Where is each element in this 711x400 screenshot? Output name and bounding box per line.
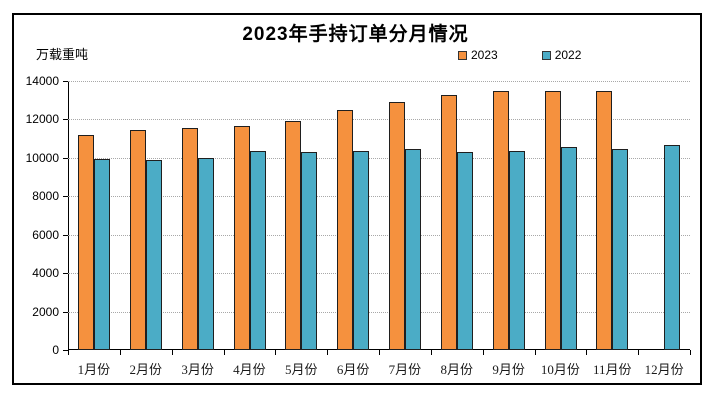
bar-2023-6月份	[337, 109, 354, 350]
category-group-4月份	[224, 81, 276, 350]
y-axis-unit-label: 万载重吨	[36, 47, 89, 62]
x-axis-label-9月份: 9月份	[492, 362, 525, 377]
bar-2022-10月份	[560, 147, 577, 350]
legend: 2023 2022	[458, 48, 581, 62]
legend-item-2022: 2022	[541, 48, 582, 62]
x-axis-label-4月份: 4月份	[233, 362, 266, 377]
y-axis-label: 8000	[32, 189, 59, 204]
y-axis-label: 2000	[32, 304, 59, 319]
gridline-4000	[68, 273, 690, 275]
category-group-6月份	[327, 81, 379, 350]
bar-2023-7月份	[389, 102, 405, 350]
bar-2023-2月份	[129, 129, 146, 350]
gridline-10000	[68, 157, 690, 159]
bar-2022-5月份	[301, 152, 318, 350]
x-axis-label-7月份: 7月份	[388, 362, 422, 377]
y-axis-tick	[63, 234, 68, 236]
x-axis-tick	[119, 350, 121, 355]
x-axis-tick	[275, 350, 277, 355]
gridline-14000	[68, 81, 690, 82]
bar-2022-7月份	[405, 149, 421, 350]
legend-item-2023: 2023	[458, 48, 498, 62]
category-group-7月份	[379, 81, 431, 350]
y-axis-label: 4000	[32, 266, 59, 281]
x-axis-tick	[430, 350, 432, 355]
y-axis-tick	[63, 273, 68, 275]
bar-2023-10月份	[544, 90, 561, 350]
y-axis-label: 12000	[25, 112, 59, 127]
x-axis-tick	[223, 350, 225, 355]
y-axis-label: 10000	[25, 150, 59, 165]
bar-2022-9月份	[508, 151, 525, 350]
bar-2022-1月份	[94, 158, 110, 350]
legend-swatch-icon	[458, 50, 467, 60]
category-group-9月份	[483, 81, 535, 350]
x-axis-tick	[171, 350, 173, 355]
bar-2022-6月份	[353, 151, 370, 350]
x-axis-label-1月份: 1月份	[77, 362, 111, 377]
x-axis-tick	[68, 350, 69, 355]
y-axis-tick	[63, 81, 68, 82]
category-group-8月份	[431, 81, 483, 350]
x-axis-line	[68, 349, 690, 350]
y-axis-label: 6000	[32, 227, 59, 242]
bar-2022-8月份	[456, 152, 473, 350]
x-axis-label-11月份: 11月份	[592, 362, 632, 377]
bar-2022-12月份	[664, 145, 681, 350]
x-axis-label-6月份: 6月份	[336, 362, 370, 377]
bar-2023-3月份	[181, 128, 198, 350]
bar-2022-4月份	[249, 151, 266, 350]
bar-2023-1月份	[78, 134, 94, 350]
x-axis-label-12月份: 12月份	[644, 362, 684, 377]
gridline-6000	[68, 234, 690, 236]
bar-2022-2月份	[145, 159, 162, 350]
category-group-1月份	[68, 81, 120, 350]
y-axis-tick	[63, 196, 68, 198]
x-axis-label-8月份: 8月份	[440, 362, 473, 377]
y-axis-tick	[63, 157, 68, 159]
x-axis-tick	[327, 350, 329, 355]
legend-label: 2023	[471, 48, 498, 62]
y-axis-label: 0	[52, 343, 59, 357]
gridline-8000	[68, 196, 690, 198]
x-axis-tick	[379, 350, 380, 355]
gridline-2000	[68, 311, 690, 313]
bar-2023-4月份	[233, 126, 250, 350]
y-axis-tick	[63, 311, 68, 313]
x-axis-label-5月份: 5月份	[284, 362, 318, 377]
y-axis-tick	[63, 350, 68, 351]
x-axis-tick	[586, 350, 588, 355]
category-group-3月份	[172, 81, 224, 350]
plot-area: 0 2000 4000 6000 8000 10000 12000 14000 1月份 2月份 3月…	[26, 74, 691, 377]
x-axis-label-2月份: 2月份	[129, 362, 162, 377]
bar-2023-5月份	[285, 121, 302, 350]
bar-2023-8月份	[440, 95, 457, 350]
x-axis-label-10月份: 10月份	[540, 362, 580, 377]
category-group-10月份	[535, 81, 587, 350]
y-axis-tick	[63, 119, 68, 121]
category-group-12月份	[638, 81, 690, 350]
category-group-2月份	[120, 81, 172, 350]
x-axis-tick	[482, 350, 484, 355]
legend-swatch-icon	[541, 50, 551, 60]
bar-2023-11月份	[596, 90, 613, 350]
bar-2023-9月份	[492, 90, 509, 350]
x-axis-tick	[638, 350, 640, 355]
gridline-12000	[68, 119, 690, 121]
y-axis-line	[68, 81, 69, 350]
x-axis-label-3月份: 3月份	[181, 362, 214, 377]
bar-2022-11月份	[612, 149, 629, 350]
category-group-11月份	[586, 81, 638, 350]
x-axis-tick	[534, 350, 536, 355]
x-axis-tick	[690, 350, 691, 355]
chart-title: 2023年手持订单分月情况	[242, 24, 469, 45]
y-axis-label: 14000	[25, 74, 59, 88]
legend-label: 2022	[554, 48, 582, 62]
category-group-5月份	[275, 81, 327, 350]
bar-2022-3月份	[197, 157, 214, 350]
